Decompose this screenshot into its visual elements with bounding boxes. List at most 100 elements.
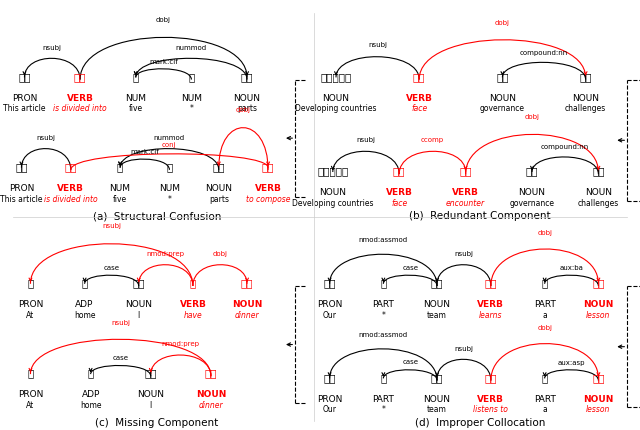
Text: lesson: lesson <box>586 405 611 414</box>
Text: NOUN: NOUN <box>585 188 612 197</box>
Text: conj: conj <box>162 142 177 148</box>
Text: NOUN: NOUN <box>489 93 516 102</box>
Text: 我: 我 <box>28 369 33 378</box>
Text: ADP: ADP <box>81 390 100 399</box>
Text: dinner: dinner <box>235 310 259 319</box>
Text: compound:nn: compound:nn <box>520 50 568 56</box>
Text: aux:asp: aux:asp <box>558 359 585 365</box>
Text: case: case <box>403 265 419 271</box>
Text: 发展中国家: 发展中国家 <box>317 166 348 176</box>
Text: Our: Our <box>323 310 337 319</box>
Text: PART: PART <box>372 300 394 309</box>
Text: PART: PART <box>534 395 556 403</box>
Text: NOUN: NOUN <box>323 93 349 102</box>
Text: 教训: 教训 <box>592 373 605 383</box>
Text: VERB: VERB <box>477 395 504 403</box>
Text: 治理: 治理 <box>496 72 509 82</box>
Text: NOUN: NOUN <box>518 188 545 197</box>
Text: *: * <box>189 104 193 113</box>
Text: dobj: dobj <box>236 107 251 113</box>
Text: face: face <box>391 199 407 208</box>
Text: 挑战: 挑战 <box>579 72 592 82</box>
Text: case: case <box>104 265 120 271</box>
Text: *: * <box>381 310 385 319</box>
Text: 组成: 组成 <box>262 162 275 172</box>
Text: VERB: VERB <box>406 93 433 102</box>
Text: 的: 的 <box>380 278 387 288</box>
Text: nsubj: nsubj <box>368 43 387 49</box>
Text: dobj: dobj <box>156 17 171 23</box>
Text: home: home <box>74 310 95 319</box>
Text: dobj: dobj <box>212 251 227 257</box>
Text: NOUN: NOUN <box>424 395 451 403</box>
Text: 分为: 分为 <box>65 162 77 172</box>
Text: mark:clf: mark:clf <box>149 58 178 64</box>
Text: listens to: listens to <box>474 405 508 414</box>
Text: 本文: 本文 <box>15 162 28 172</box>
Text: 了: 了 <box>541 373 548 383</box>
Text: nsubj: nsubj <box>102 223 121 229</box>
Text: lesson: lesson <box>586 310 611 319</box>
Text: dobj: dobj <box>525 114 540 120</box>
Text: PRON: PRON <box>18 300 43 309</box>
Text: PRON: PRON <box>317 395 342 403</box>
Text: governance: governance <box>509 199 554 208</box>
Text: nmod:prep: nmod:prep <box>162 341 200 347</box>
Text: (b)  Redundant Component: (b) Redundant Component <box>409 212 551 221</box>
Text: 个: 个 <box>188 72 195 82</box>
Text: aux:ba: aux:ba <box>559 265 584 271</box>
Text: VERB: VERB <box>452 188 479 197</box>
Text: nmod:assmod: nmod:assmod <box>359 332 408 338</box>
Text: VERB: VERB <box>255 184 282 193</box>
Text: 了: 了 <box>541 278 548 288</box>
Text: 的: 的 <box>380 373 387 383</box>
Text: This article: This article <box>0 194 43 203</box>
Text: have: have <box>184 310 202 319</box>
Text: to compose: to compose <box>246 194 291 203</box>
Text: dinner: dinner <box>198 401 223 410</box>
Text: 家里: 家里 <box>132 278 145 288</box>
Text: (d)  Improper Collocation: (d) Improper Collocation <box>415 418 545 428</box>
Text: a: a <box>542 405 547 414</box>
Text: NOUN: NOUN <box>424 300 451 309</box>
Text: case: case <box>403 359 419 365</box>
Text: is divided into: is divided into <box>44 194 97 203</box>
Text: NOUN: NOUN <box>319 188 346 197</box>
Text: case: case <box>113 355 129 361</box>
Text: 挑战: 挑战 <box>592 166 605 176</box>
Text: dobj: dobj <box>495 20 510 26</box>
Text: nummod: nummod <box>176 45 207 50</box>
Text: I: I <box>150 401 152 410</box>
Text: (c)  Missing Component: (c) Missing Component <box>95 418 218 428</box>
Text: 本文: 本文 <box>18 72 31 82</box>
Text: 五: 五 <box>117 162 124 172</box>
Text: VERB: VERB <box>58 184 84 193</box>
Text: 面临: 面临 <box>393 166 406 176</box>
Text: 分为: 分为 <box>74 72 86 82</box>
Text: dobj: dobj <box>537 230 552 236</box>
Text: PRON: PRON <box>9 184 34 193</box>
Text: *: * <box>381 405 385 414</box>
Text: nsubj: nsubj <box>111 320 130 326</box>
Text: 五: 五 <box>132 72 139 82</box>
Text: nsubj: nsubj <box>43 45 62 50</box>
Text: NUM: NUM <box>125 93 147 102</box>
Text: NUM: NUM <box>181 93 202 102</box>
Text: nmod:assmod: nmod:assmod <box>359 237 408 243</box>
Text: nummod: nummod <box>154 135 185 141</box>
Text: VERB: VERB <box>477 300 504 309</box>
Text: 部分: 部分 <box>241 72 253 82</box>
Text: nsubj: nsubj <box>356 137 376 143</box>
Text: ADP: ADP <box>76 300 94 309</box>
Text: compound:nn: compound:nn <box>541 144 589 150</box>
Text: NUM: NUM <box>159 184 180 193</box>
Text: (a)  Structural Confusion: (a) Structural Confusion <box>93 212 221 221</box>
Text: NOUN: NOUN <box>583 395 614 403</box>
Text: PART: PART <box>372 395 394 403</box>
Text: 在: 在 <box>81 278 88 288</box>
Text: governance: governance <box>480 104 525 113</box>
Text: nsubj: nsubj <box>454 346 474 352</box>
Text: 我们: 我们 <box>323 278 336 288</box>
Text: 治理: 治理 <box>525 166 538 176</box>
Text: is divided into: is divided into <box>53 104 107 113</box>
